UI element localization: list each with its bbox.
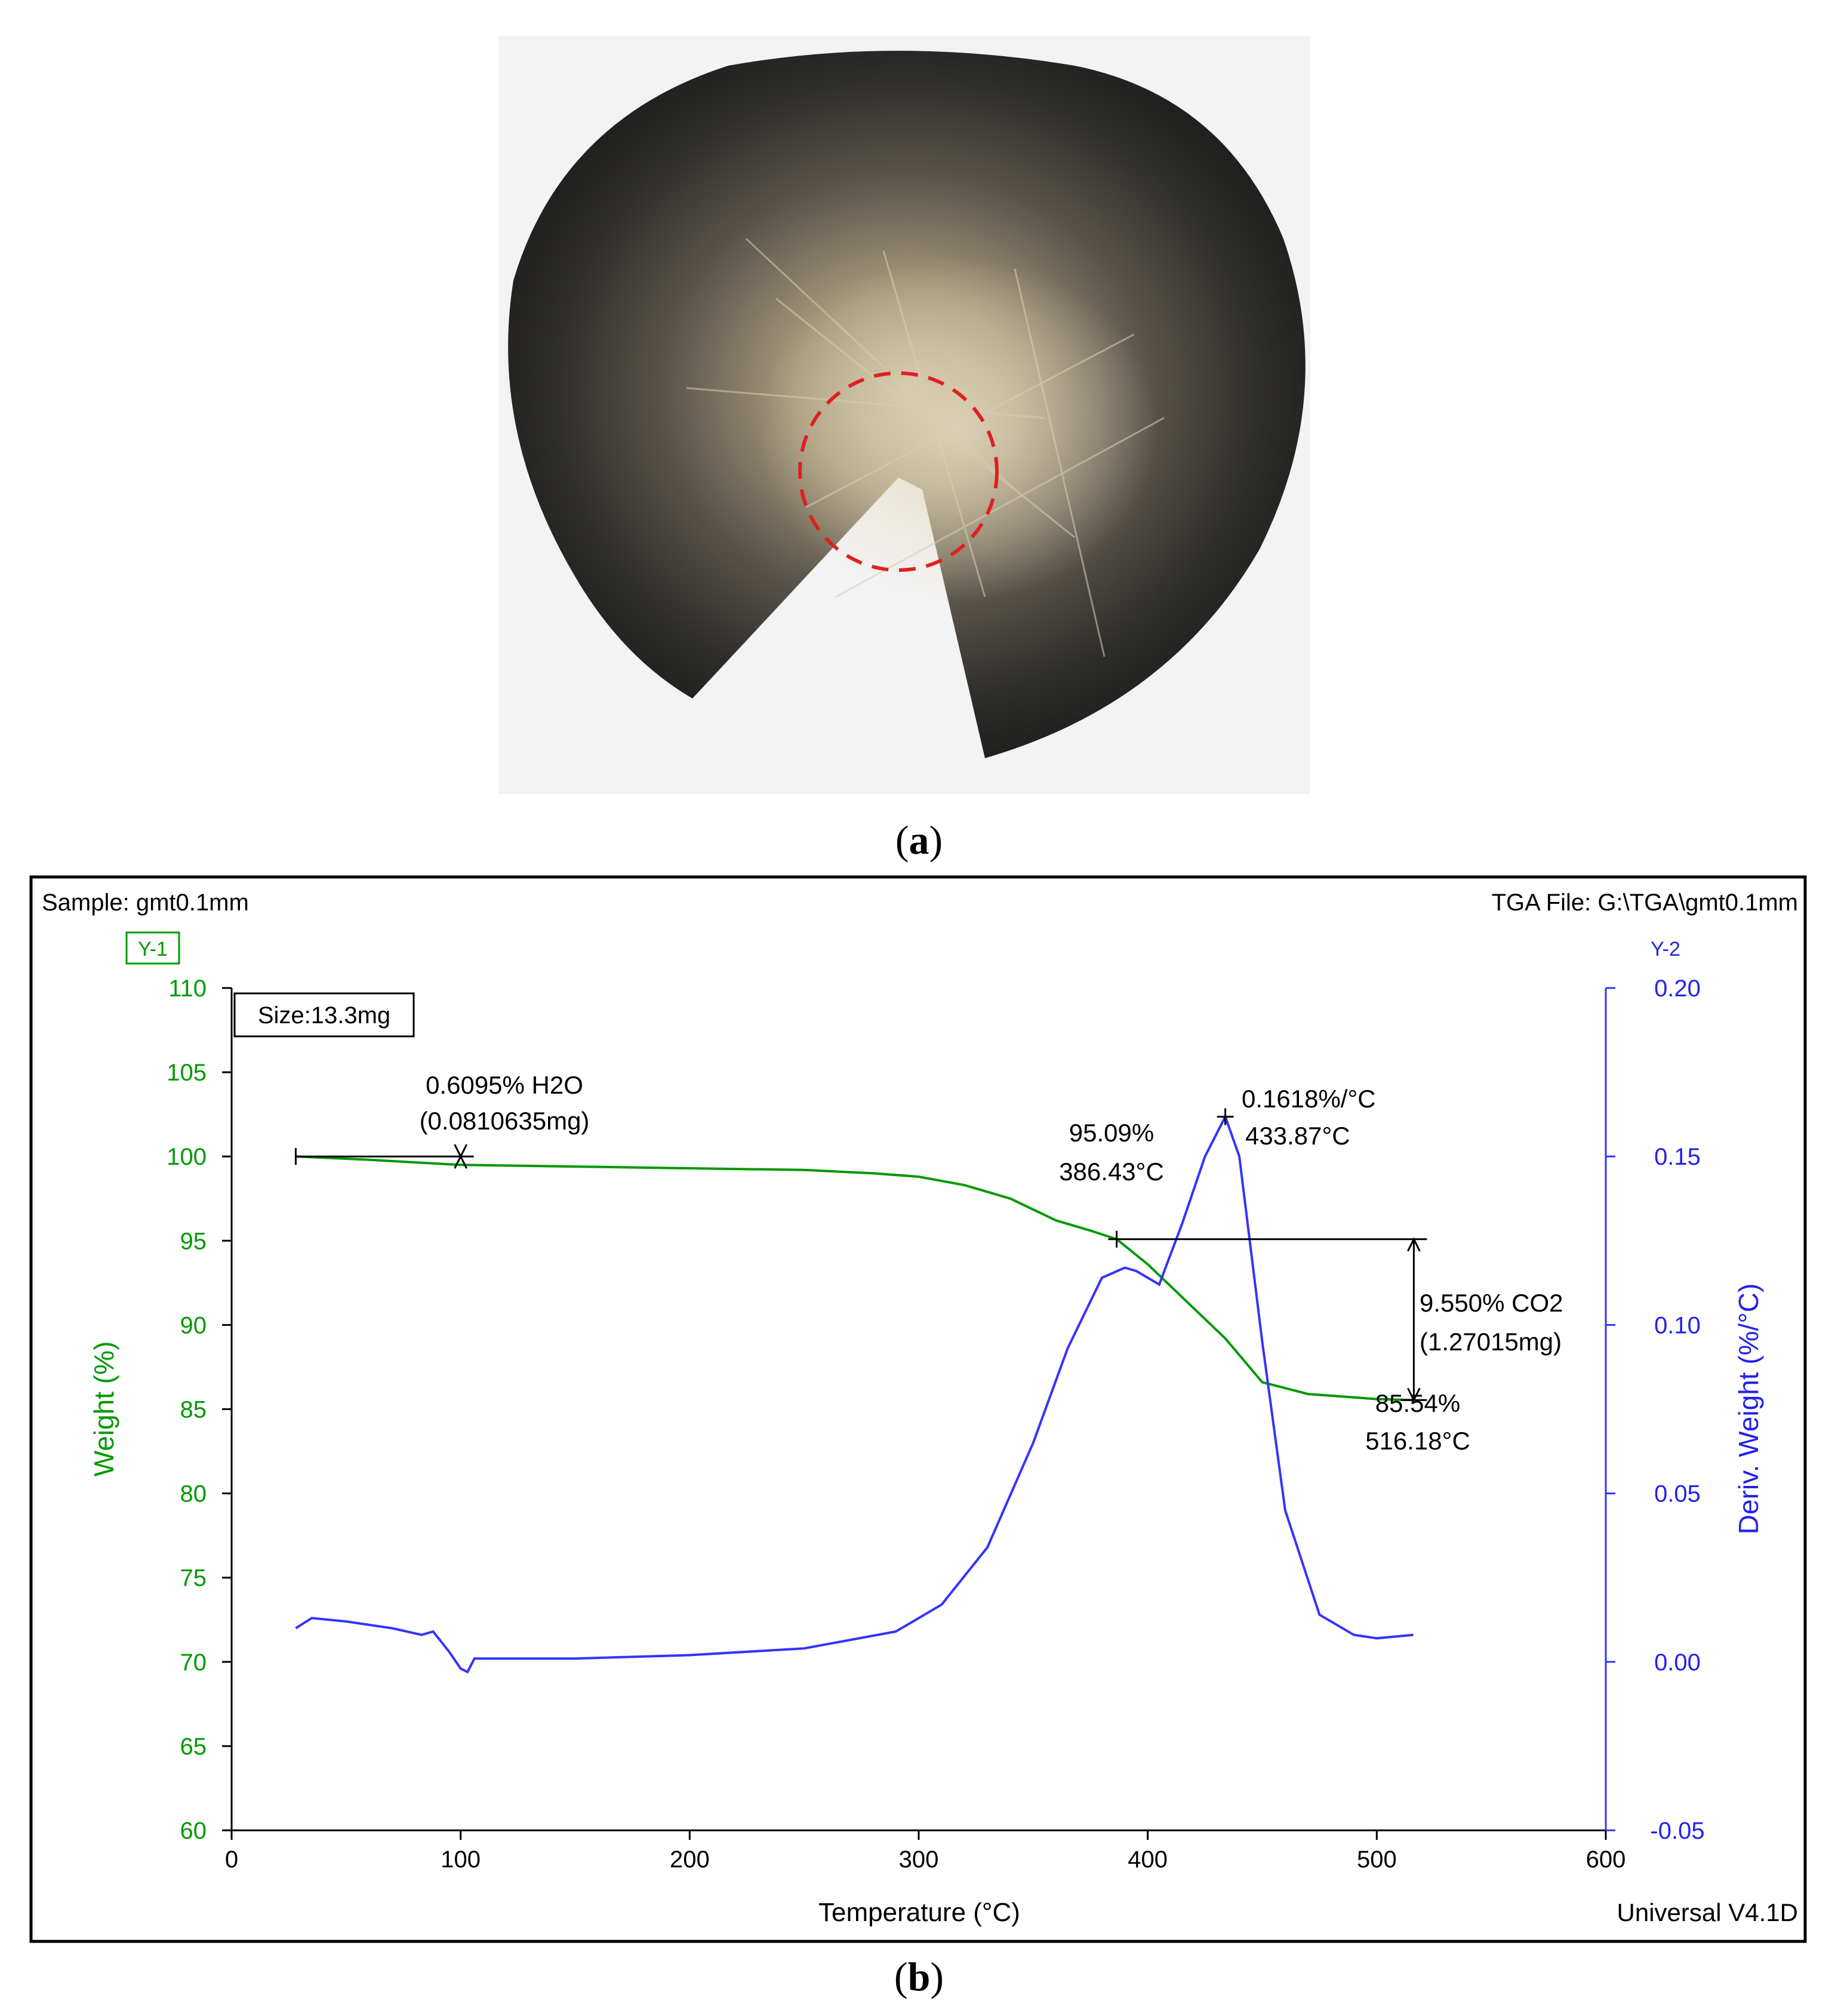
y2-tick-label: 0.15 [1654, 1144, 1701, 1170]
y1-tick-label: 110 [168, 975, 207, 1002]
x-tick-label: 600 [1586, 1846, 1626, 1873]
x-tick-label: 300 [899, 1846, 939, 1873]
weight-series-line [295, 1155, 1414, 1402]
chart-frame [29, 875, 1807, 1943]
y2-tick-label: 0.05 [1654, 1481, 1701, 1507]
caption-a: (a) [895, 817, 943, 863]
x-tick-label: 0 [225, 1846, 238, 1873]
y2-axis-label: Deriv. Weight (%/°C) [1733, 1284, 1764, 1535]
co2-label-2: (1.27015mg) [1420, 1328, 1562, 1356]
y1-tag: Y-1 [138, 938, 168, 961]
y1-tick-label: 85 [180, 1397, 207, 1423]
x-tick-label: 500 [1357, 1846, 1397, 1873]
y1-tick-label: 80 [180, 1481, 207, 1507]
highlight-circle [798, 371, 999, 572]
onset-pct-label: 95.09% [1069, 1119, 1154, 1147]
x-axis-label: Temperature (°C) [818, 1898, 1020, 1927]
y1-tick-label: 95 [180, 1228, 207, 1254]
y1-tick-label: 105 [167, 1060, 207, 1086]
end-temp-label: 516.18°C [1365, 1427, 1470, 1455]
size-label: Size:13.3mg [258, 1002, 390, 1029]
peak-val-label: 0.1618%/°C [1242, 1085, 1376, 1113]
footer-right: Universal V4.1D [1617, 1898, 1798, 1926]
peak-temp-label: 433.87°C [1245, 1122, 1350, 1150]
end-pct-label: 85.54% [1375, 1389, 1460, 1417]
y1-tick-label: 60 [180, 1818, 207, 1844]
h2o-marker-cross [454, 1144, 468, 1169]
onset-temp-label: 386.43°C [1059, 1158, 1164, 1186]
caption-b: (b) [894, 1954, 944, 1999]
header-left: Sample: gmt0.1mm [42, 889, 249, 916]
y1-tick-label: 65 [180, 1734, 207, 1760]
h2o-label-2: (0.0810635mg) [420, 1107, 590, 1135]
y2-tick-label: -0.05 [1650, 1818, 1704, 1844]
x-tick-label: 200 [670, 1846, 710, 1873]
y1-tick-label: 90 [180, 1312, 207, 1338]
y2-tick-label: 0.20 [1654, 975, 1701, 1002]
y1-tick-label: 100 [167, 1144, 207, 1170]
y2-tick-label: 0.10 [1654, 1312, 1701, 1338]
y1-tick-label: 75 [180, 1565, 207, 1592]
y1-tick-label: 70 [180, 1649, 207, 1676]
x-tick-label: 400 [1128, 1846, 1168, 1873]
y1-axis-label: Weight (%) [88, 1341, 119, 1477]
size-box [233, 992, 415, 1038]
co2-label-1: 9.550% CO2 [1420, 1289, 1563, 1317]
x-tick-label: 100 [441, 1846, 481, 1873]
y1-tag-box [125, 931, 180, 965]
h2o-label-1: 0.6095% H2O [426, 1071, 583, 1099]
deriv-series-line [295, 1113, 1414, 1674]
header-right: TGA File: G:\TGA\gmt0.1mm [1492, 889, 1798, 916]
y2-tick-label: 0.00 [1654, 1649, 1701, 1676]
sample-photograph [498, 36, 1310, 794]
y2-tag: Y-2 [1651, 938, 1680, 961]
